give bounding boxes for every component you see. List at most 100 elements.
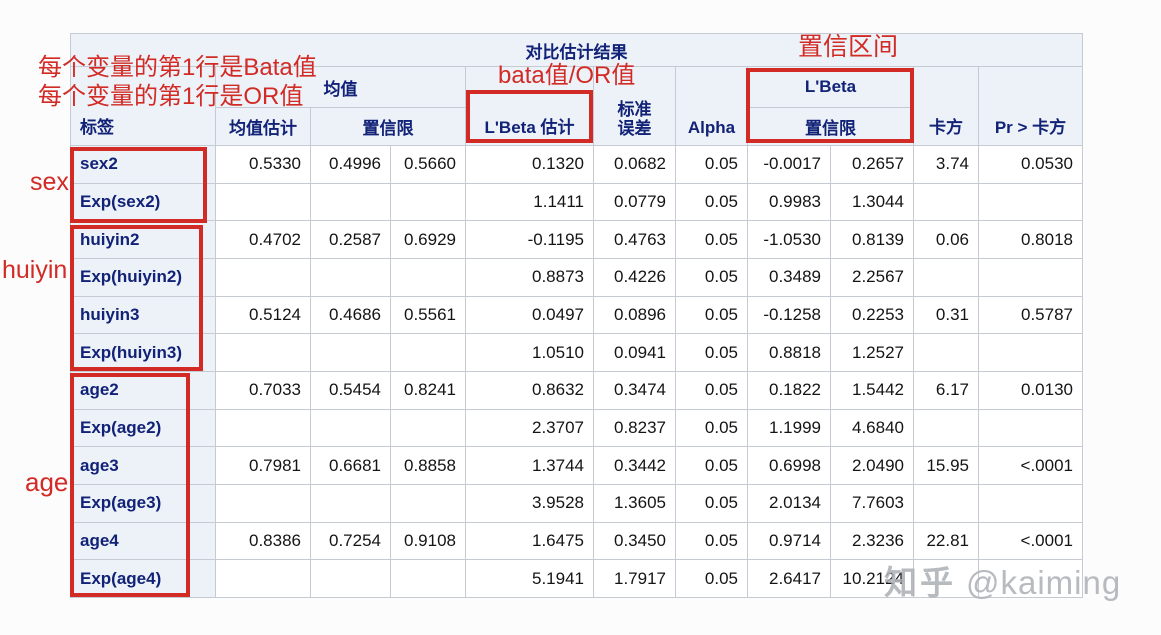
cell-pr [978, 408, 1083, 448]
cell-mean_cl_high [390, 408, 466, 448]
cell-pr: <.0001 [978, 521, 1083, 561]
cell-lbeta: 0.8632 [465, 370, 594, 410]
cell-pr [978, 559, 1083, 598]
cell-alpha: 0.05 [675, 257, 748, 297]
cell-pr [978, 483, 1083, 523]
cell-mean [215, 483, 311, 523]
cell-lbeta: -0.1195 [465, 220, 594, 259]
cell-mean_cl_low: 0.4686 [310, 295, 391, 335]
watermark-username: @kaiming [966, 564, 1122, 601]
cell-mean: 0.7981 [215, 446, 311, 485]
cell-alpha: 0.05 [675, 182, 748, 222]
table-row: age4 0.8386 0.7254 0.9108 1.6475 0.3450 0.05 0.… [70, 521, 1083, 561]
col-header-lbeta-estimate: L'Beta 估计 [465, 66, 594, 146]
cell-cl_low: 0.9714 [747, 521, 831, 561]
cell-pr: <.0001 [978, 446, 1083, 485]
cell-cl_low: 2.6417 [747, 559, 831, 598]
row-label-cell: age2 [70, 370, 216, 410]
cell-cl_high: 7.7603 [830, 483, 914, 523]
cell-chisq [913, 559, 979, 598]
row-label-cell: Exp(huiyin2) [70, 257, 216, 297]
cell-mean: 0.7033 [215, 370, 311, 410]
cell-mean_cl_low: 0.6681 [310, 446, 391, 485]
cell-mean_cl_high: 0.5561 [390, 295, 466, 335]
cell-mean_cl_low [310, 257, 391, 297]
cell-pr [978, 182, 1083, 222]
table-title-row: 对比估计结果 [70, 33, 1083, 67]
cell-alpha: 0.05 [675, 446, 748, 485]
row-label-cell: huiyin2 [70, 220, 216, 259]
table-row: huiyin2 0.4702 0.2587 0.6929 -0.1195 0.4763 0.… [70, 220, 1083, 259]
sas-output-table: 对比估计结果 标签 均值 L'Beta 估计 标准 误差 Alpha L'Bet… [70, 33, 1083, 598]
cell-lbeta: 0.0497 [465, 295, 594, 335]
cell-mean_cl_high [390, 257, 466, 297]
col-header-pr-chi-square: Pr > 卡方 [978, 66, 1083, 146]
col-header-confidence-limits: 置信限 [310, 107, 466, 146]
annotation-group-age: age [25, 467, 69, 497]
cell-pr: 0.8018 [978, 220, 1083, 259]
cell-cl_high: 2.2567 [830, 257, 914, 297]
cell-cl_high: 4.6840 [830, 408, 914, 448]
row-label-cell: age3 [70, 446, 216, 485]
cell-lbeta: 1.1411 [465, 182, 594, 222]
cell-pr: 0.5787 [978, 295, 1083, 335]
cell-stderr: 1.7917 [593, 559, 676, 598]
cell-mean_cl_high: 0.9108 [390, 521, 466, 561]
row-label-cell: huiyin3 [70, 295, 216, 335]
contrast-results-table: 对比估计结果 标签 均值 L'Beta 估计 标准 误差 Alpha L'Bet… [70, 33, 1083, 598]
cell-cl_high: 2.3236 [830, 521, 914, 561]
table-row: age2 0.7033 0.5454 0.8241 0.8632 0.3474 0.05 0.… [70, 370, 1083, 410]
cell-mean [215, 408, 311, 448]
std-error-line1: 标准 [617, 100, 652, 119]
cell-stderr: 1.3605 [593, 483, 676, 523]
cell-cl_low: 0.6998 [747, 446, 831, 485]
cell-mean [215, 257, 311, 297]
table-row: Exp(age4) 5.1941 1.7917 0.05 2.6417 10.2124 [70, 559, 1083, 598]
col-header-lbeta-group: L'Beta [747, 66, 914, 108]
table-row: Exp(huiyin3) 1.0510 0.0941 0.05 0.8818 1.2527 [70, 333, 1083, 372]
col-header-lbeta-confidence-limits: 置信限 [747, 107, 914, 146]
cell-pr: 0.0530 [978, 145, 1083, 184]
table-row: Exp(huiyin2) 0.8873 0.4226 0.05 0.3489 2.2567 [70, 257, 1083, 297]
cell-chisq: 22.81 [913, 521, 979, 561]
row-label-cell: Exp(age3) [70, 483, 216, 523]
cell-lbeta: 5.1941 [465, 559, 594, 598]
std-error-line2: 误差 [617, 119, 652, 138]
annotation-bata-or-value: bata值/OR值 [498, 62, 636, 89]
cell-mean_cl_high: 0.5660 [390, 145, 466, 184]
cell-mean_cl_high [390, 559, 466, 598]
cell-cl_high: 2.0490 [830, 446, 914, 485]
cell-stderr: 0.0682 [593, 145, 676, 184]
cell-mean_cl_low: 0.2587 [310, 220, 391, 259]
cell-cl_low: 0.8818 [747, 333, 831, 372]
cell-cl_high: 1.3044 [830, 182, 914, 222]
col-header-chi-square: 卡方 [913, 66, 979, 146]
zhihu-watermark: 知乎 @kaiming [884, 556, 1121, 604]
cell-mean_cl_high [390, 182, 466, 222]
cell-lbeta: 3.9528 [465, 483, 594, 523]
cell-stderr: 0.0941 [593, 333, 676, 372]
cell-mean_cl_low: 0.7254 [310, 521, 391, 561]
cell-cl_high: 10.2124 [830, 559, 914, 598]
cell-cl_low: 0.1822 [747, 370, 831, 410]
header-row-subcolumns: 均值估计 置信限 置信限 [71, 107, 1083, 146]
cell-mean_cl_low [310, 333, 391, 372]
cell-lbeta: 0.1320 [465, 145, 594, 184]
cell-stderr: 0.4763 [593, 220, 676, 259]
cell-alpha: 0.05 [675, 220, 748, 259]
cell-chisq: 3.74 [913, 145, 979, 184]
cell-mean_cl_high [390, 483, 466, 523]
cell-lbeta: 1.0510 [465, 333, 594, 372]
row-label-cell: sex2 [70, 145, 216, 184]
cell-alpha: 0.05 [675, 559, 748, 598]
table-title: 对比估计结果 [70, 33, 1083, 67]
row-label-cell: Exp(age2) [70, 408, 216, 448]
cell-cl_high: 0.2657 [830, 145, 914, 184]
col-header-std-error: 标准 误差 [593, 66, 676, 146]
cell-chisq [913, 483, 979, 523]
cell-lbeta: 2.3707 [465, 408, 594, 448]
row-label-cell: age4 [70, 521, 216, 561]
cell-cl_low: -1.0530 [747, 220, 831, 259]
cell-mean_cl_low: 0.5454 [310, 370, 391, 410]
table-row: Exp(sex2) 1.1411 0.0779 0.05 0.9983 1.3044 [70, 182, 1083, 222]
